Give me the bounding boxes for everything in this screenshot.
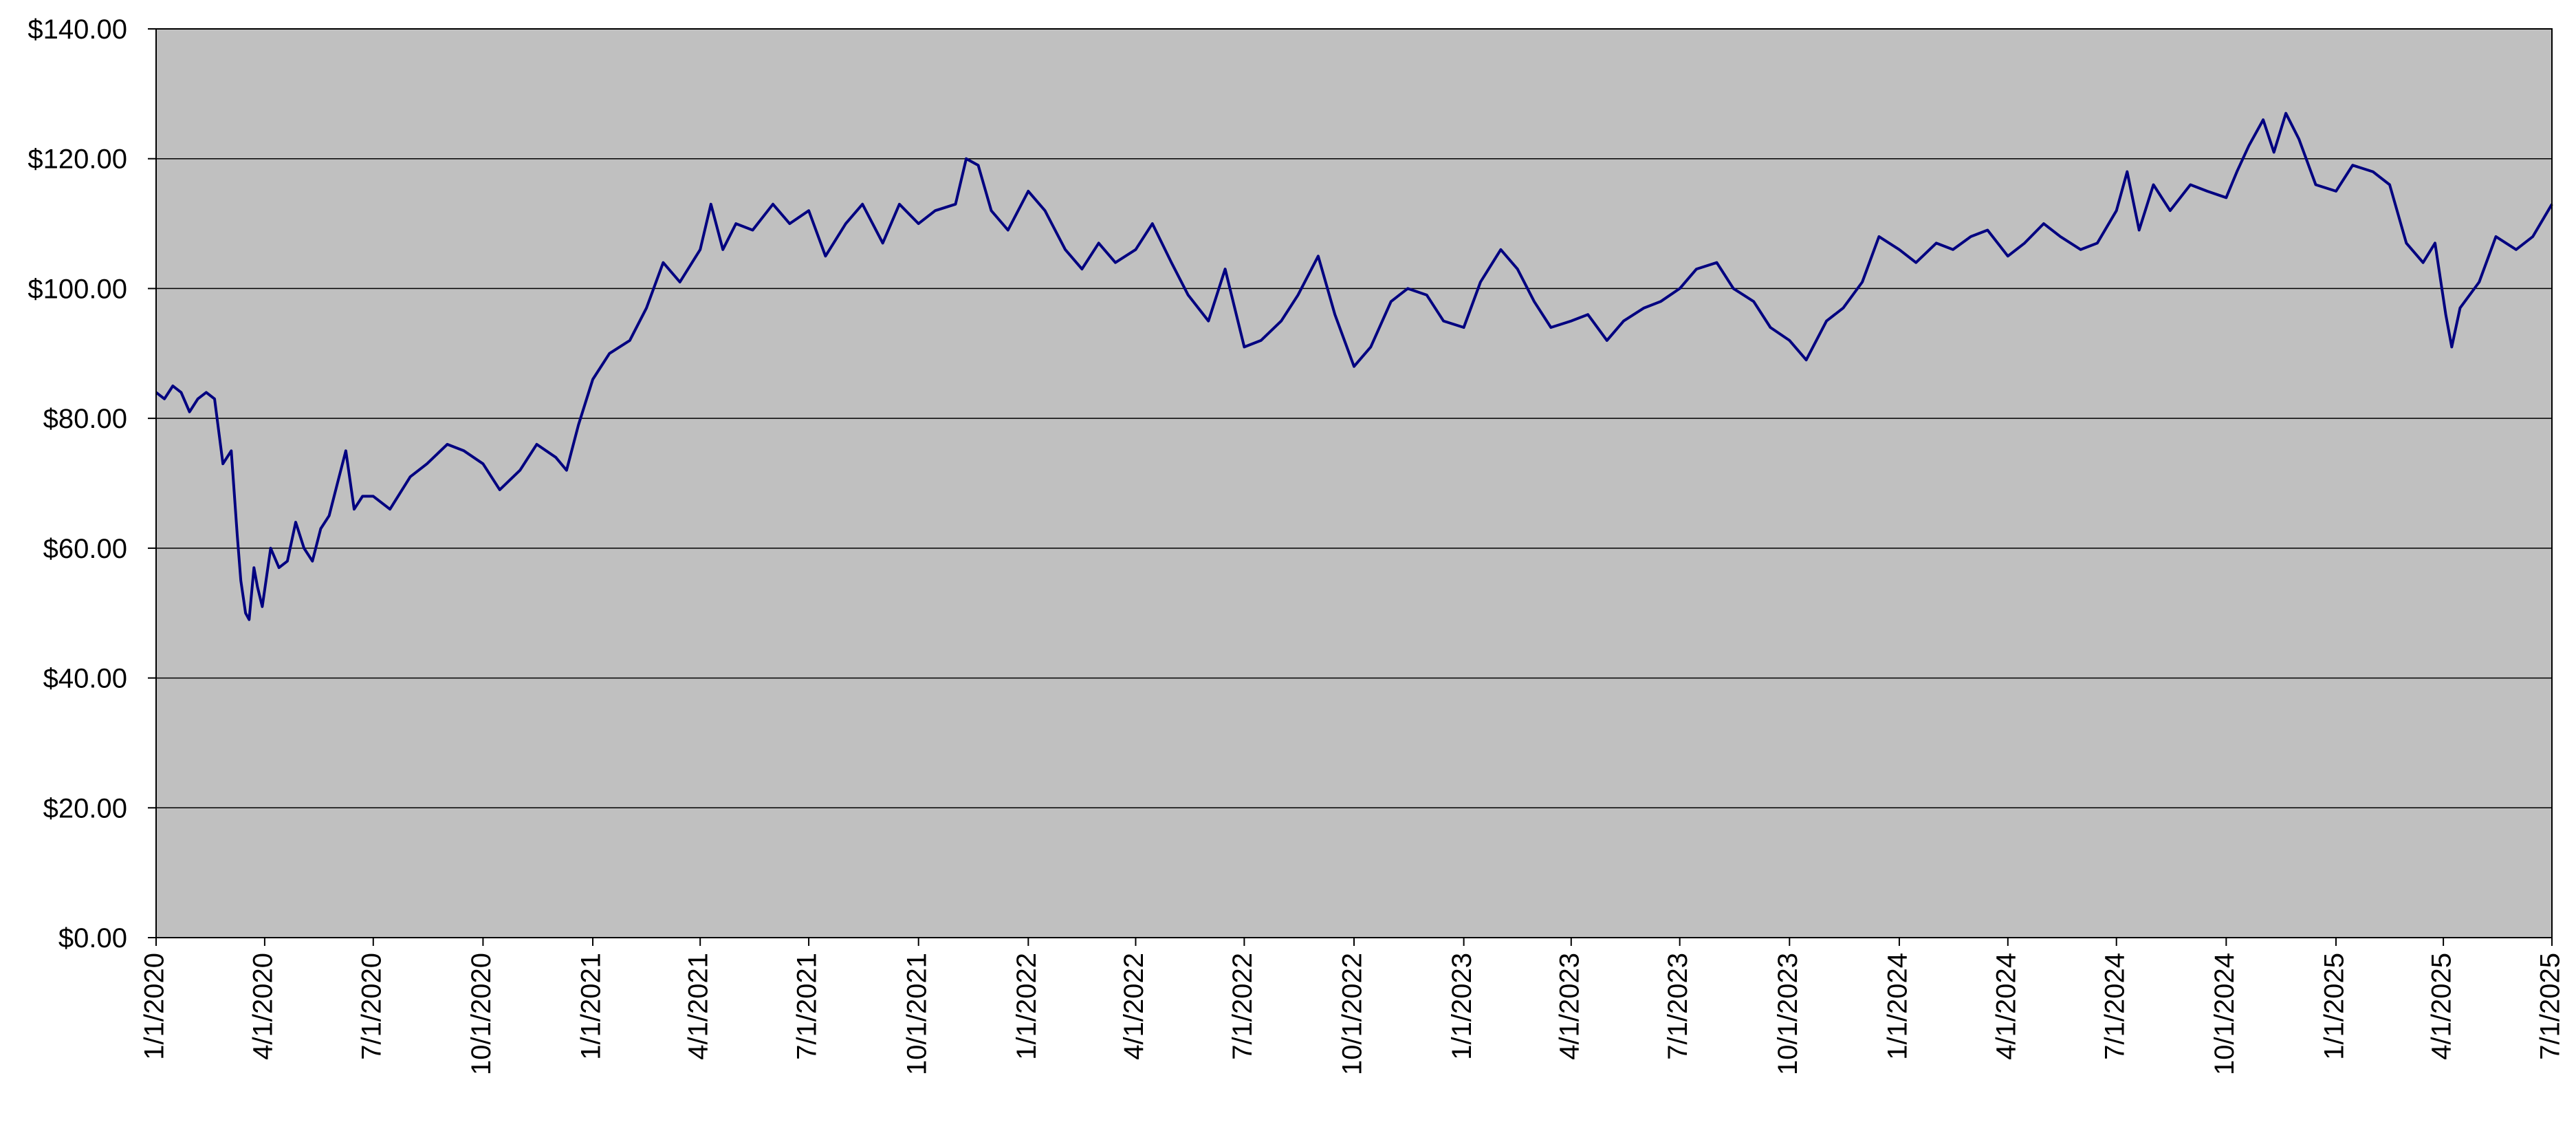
plot-background (156, 29, 2552, 938)
x-tick-label: 10/1/2021 (902, 953, 932, 1075)
y-axis: $0.00 $20.00 $40.00 $60.00 $80.00 $100.00 $120… (28, 14, 156, 953)
x-tick-label: 7/1/2021 (792, 953, 822, 1060)
y-tick-label: $100.00 (28, 274, 127, 304)
x-tick-label: 7/1/2025 (2535, 953, 2566, 1060)
x-tick-label: 1/1/2024 (1882, 953, 1912, 1060)
x-tick-label: 7/1/2023 (1663, 953, 1693, 1060)
x-tick-label: 7/1/2024 (2099, 953, 2130, 1060)
x-tick-label: 1/1/2022 (1012, 953, 1042, 1060)
x-tick-label: 1/1/2021 (576, 953, 607, 1060)
x-tick-label: 7/1/2022 (1227, 953, 1258, 1060)
series-line (155, 111, 2553, 621)
x-tick-label: 7/1/2020 (356, 953, 386, 1060)
y-tick-label: $80.00 (43, 404, 127, 434)
y-tick-label: $60.00 (43, 534, 127, 564)
x-tick-label: 10/1/2022 (1338, 953, 1368, 1075)
x-tick-label: 4/1/2024 (1991, 953, 2021, 1060)
x-tick-label: 10/1/2023 (1773, 953, 1803, 1075)
gridlines (156, 28, 2552, 938)
y-tick-label: $20.00 (43, 793, 127, 823)
y-tick-label: $140.00 (28, 14, 127, 45)
x-tick-label: 10/1/2020 (466, 953, 496, 1075)
y-tick-label: $0.00 (58, 923, 127, 953)
y-tick-label: $40.00 (43, 664, 127, 694)
x-tick-label: 4/1/2023 (1554, 953, 1584, 1060)
x-axis: 1/1/2020 4/1/2020 7/1/2020 10/1/2020 1/1/202… (140, 938, 2566, 1075)
x-tick-label: 1/1/2023 (1447, 953, 1477, 1060)
x-tick-label: 1/1/2020 (140, 953, 170, 1060)
x-tick-label: 4/1/2020 (248, 953, 278, 1060)
x-tick-label: 1/1/2025 (2320, 953, 2350, 1060)
y-tick-label: $120.00 (28, 144, 127, 175)
x-tick-label: 4/1/2021 (684, 953, 714, 1060)
x-tick-label: 4/1/2025 (2427, 953, 2457, 1060)
x-tick-label: 4/1/2022 (1119, 953, 1149, 1060)
x-tick-label: 10/1/2024 (2209, 953, 2240, 1075)
